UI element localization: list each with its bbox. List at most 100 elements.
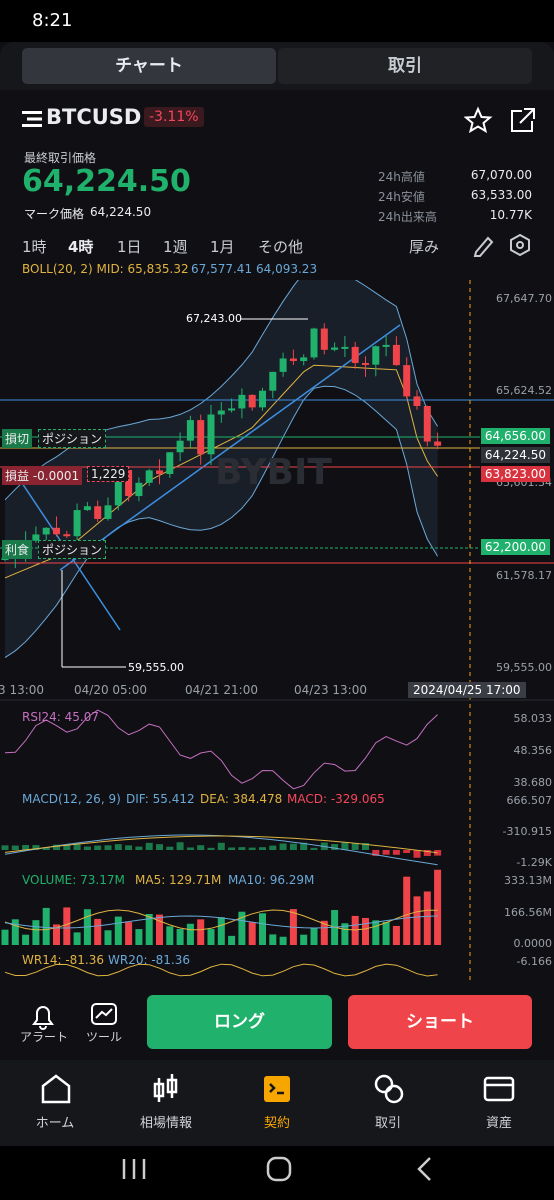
tp-tag: 62,200.00: [480, 539, 550, 555]
price-axis-label: 67,647.70: [496, 292, 552, 305]
macd-bar: [207, 847, 215, 850]
volume-bar: [403, 876, 411, 945]
macd-bar: [176, 842, 184, 850]
price-axis-label: 61,578.17: [496, 569, 552, 582]
interval[interactable]: 1月: [210, 238, 235, 256]
volume-bar: [238, 911, 246, 945]
macd-label: MACD(12, 26, 9): [22, 792, 121, 806]
volume-bar: [300, 934, 308, 945]
interval[interactable]: 1時: [22, 238, 47, 256]
candle: [341, 346, 349, 349]
boll-mid: BOLL(20, 2) MID: 65,835.32: [22, 262, 189, 276]
macd-bar: [259, 847, 266, 850]
volume-bar: [114, 916, 122, 945]
volume-bar: [341, 923, 349, 945]
interval[interactable]: その他: [258, 238, 304, 256]
nav-item[interactable]: 相場情報: [139, 1116, 192, 1131]
wr-axis: -6.166: [516, 955, 552, 968]
menu-icon[interactable]: [22, 110, 42, 128]
candle: [413, 396, 421, 407]
macd-bar: [382, 850, 390, 855]
candle: [320, 328, 328, 350]
candle: [104, 505, 112, 519]
macd-bar: [22, 845, 30, 850]
nav-item[interactable]: 契約: [263, 1116, 290, 1131]
interval[interactable]: 1週: [163, 238, 188, 256]
x-axis-label: 04/21 21:00: [185, 683, 258, 697]
tp-order[interactable]: 利食: [2, 540, 33, 559]
candle: [382, 344, 390, 347]
candle: [300, 357, 308, 362]
alert[interactable]: アラート: [20, 1030, 69, 1044]
x-axis-label: 04/20 05:00: [74, 683, 147, 697]
macd-bar: [83, 846, 91, 850]
macd-bar: [42, 847, 50, 850]
macd-value: MACD: -329.065: [287, 792, 385, 806]
macd-bar: [197, 845, 205, 850]
rsi-axis: 38.680: [513, 776, 553, 789]
order-qty[interactable]: 1,229: [87, 466, 130, 482]
macd-axis: -1.29K: [516, 856, 552, 869]
volume-bar: [423, 891, 431, 945]
volume-bar: [259, 913, 266, 945]
candle: [372, 346, 380, 365]
sl-order[interactable]: 損切: [2, 429, 33, 448]
long-button[interactable]: ロング: [147, 995, 332, 1049]
entry-tag: 63,823.00: [480, 466, 550, 482]
macd-bar: [94, 845, 102, 850]
volume-bar: [73, 932, 81, 945]
volume-bar: [22, 934, 30, 945]
stat-value: 67,070.00: [470, 168, 532, 182]
candle: [403, 365, 411, 397]
sl-position[interactable]: ポジション: [38, 429, 107, 448]
tab[interactable]: 取引: [278, 48, 532, 84]
last-price: 64,224.50: [22, 164, 191, 199]
macd-bar: [351, 843, 359, 850]
candle: [42, 527, 50, 535]
volume-bar: [310, 927, 318, 945]
macd-bar: [248, 847, 256, 850]
macd-bar: [238, 847, 246, 850]
nav-item[interactable]: 資産: [485, 1116, 512, 1131]
nav-bar: [0, 1060, 554, 1146]
macd-bar: [423, 850, 431, 856]
tp-position[interactable]: ポジション: [38, 540, 107, 559]
nav-item[interactable]: ホーム: [35, 1116, 75, 1131]
volume-bar: [135, 929, 143, 945]
candle: [228, 408, 236, 411]
short-button[interactable]: ショート: [348, 995, 532, 1049]
stat-label: 24h出来高: [378, 210, 437, 224]
high-annotation: 67,243.00: [186, 312, 242, 325]
tools[interactable]: ツール: [86, 1030, 123, 1044]
pnl[interactable]: 損益 -0.0001: [2, 466, 83, 485]
nav-item[interactable]: 取引: [374, 1116, 401, 1131]
symbol[interactable]: BTCUSD: [46, 105, 142, 129]
volume-bar: [269, 934, 277, 945]
macd-bar: [125, 845, 133, 850]
interval[interactable]: 1日: [117, 238, 142, 256]
macd-bar: [63, 845, 71, 850]
system-nav: [0, 1146, 554, 1200]
volume-bar: [145, 914, 153, 945]
candle: [156, 470, 163, 474]
macd-bar: [413, 850, 421, 858]
candle: [197, 420, 205, 455]
tool-icons[interactable]: [470, 232, 534, 258]
macd-dif: DIF: 55.412: [126, 792, 195, 806]
depth[interactable]: 厚み: [409, 238, 440, 256]
volume-bar: [42, 907, 50, 945]
macd-axis: -310.915: [502, 825, 552, 838]
sl-tag: 64,656.00: [480, 428, 550, 444]
rsi-axis: 48.356: [513, 744, 553, 757]
rsi-label: RSI24: 45.07: [22, 710, 99, 724]
stat-value: 63,533.00: [470, 188, 532, 202]
status-bar: [0, 0, 554, 42]
tab[interactable]: チャート: [22, 48, 276, 84]
candle: [207, 414, 215, 455]
volume-bar: [1, 929, 9, 945]
header-icons[interactable]: [464, 106, 536, 134]
volume-bar: [279, 936, 287, 945]
volume-bar: [186, 923, 194, 945]
volume-bar: [217, 917, 225, 945]
interval[interactable]: 4時: [68, 238, 94, 256]
